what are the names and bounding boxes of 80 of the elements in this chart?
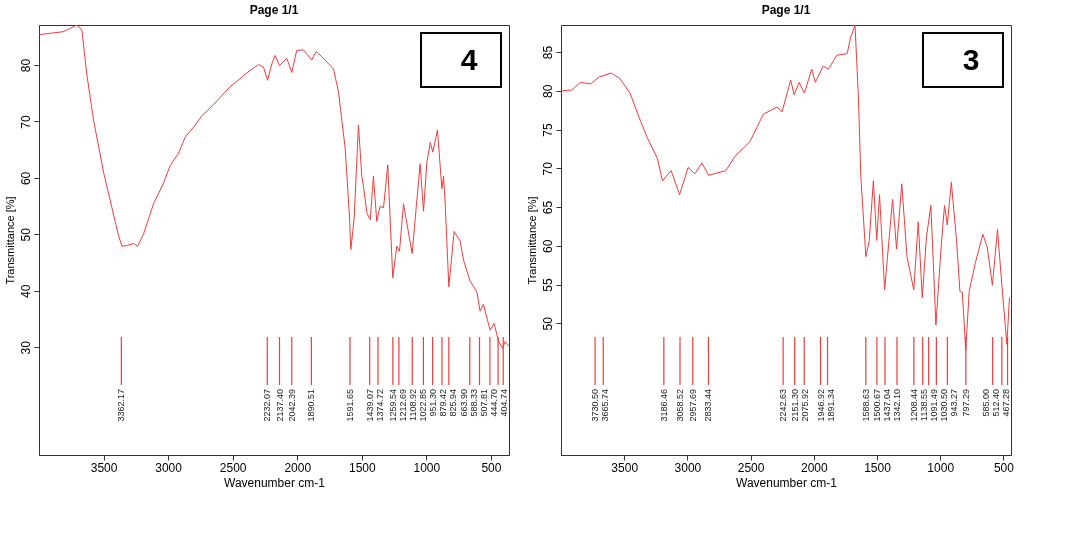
- ref-line-label: 951.30: [428, 389, 439, 417]
- y-tick-label: 30: [18, 340, 33, 355]
- ref-line-label: 2137.40: [274, 389, 285, 422]
- ref-line-label: 2833.44: [703, 389, 714, 422]
- ref-line-label: 797.29: [960, 389, 971, 417]
- ref-line-label: 512.40: [991, 389, 1001, 417]
- ref-line-label: 3186.46: [658, 389, 669, 422]
- ref-line-label: 2242.63: [778, 389, 789, 422]
- ref-line-label: 1891.34: [825, 389, 836, 422]
- ref-line-label: 2232.07: [262, 389, 273, 422]
- ref-line-label: 1091.49: [928, 389, 939, 422]
- ref-line-label: 1208.44: [908, 389, 919, 422]
- ref-line-label: 585.00: [981, 389, 991, 417]
- ref-line-label: 943.27: [948, 389, 959, 417]
- ref-line-label: 2151.30: [789, 389, 800, 422]
- ref-line-label: 663.90: [459, 389, 469, 417]
- x-axis-title: Wavenumber cm-1: [224, 475, 326, 490]
- ref-line-label: 1588.63: [860, 389, 871, 422]
- ref-line-label: 3730.50: [590, 389, 601, 422]
- chart-title: Page 1/1: [249, 3, 299, 17]
- y-tick-label: 60: [18, 171, 33, 186]
- y-tick-label: 60: [540, 239, 555, 253]
- ref-line-label: 1138.55: [918, 389, 929, 421]
- x-tick-label: 2500: [737, 460, 765, 475]
- y-axis-title: Transmittance [%]: [525, 196, 538, 285]
- x-tick-label: 1500: [864, 460, 892, 475]
- ref-line-label: 1437.04: [881, 389, 892, 422]
- ref-line-label: 1374.72: [374, 389, 385, 422]
- y-tick-label: 70: [18, 115, 33, 129]
- x-tick-label: 1500: [348, 460, 376, 475]
- y-tick-label: 55: [540, 278, 555, 292]
- y-tick-label: 85: [540, 45, 555, 60]
- chart-title: Page 1/1: [761, 3, 811, 17]
- ref-line-label: 3665.74: [600, 389, 611, 422]
- x-tick-label: 2000: [800, 460, 828, 475]
- x-tick-label: 2500: [219, 460, 247, 475]
- ref-line-label: 1500.67: [871, 389, 882, 422]
- y-tick-label: 80: [18, 58, 33, 73]
- x-tick-label: 500: [481, 460, 502, 475]
- ref-line-label: 1022.85: [418, 389, 429, 422]
- ref-line-label: 879.42: [438, 389, 449, 417]
- ref-line-label: 1946.92: [815, 389, 826, 422]
- x-tick-label: 3500: [611, 460, 639, 475]
- ref-line-label: 1439.07: [364, 389, 375, 422]
- x-tick-label: 3500: [90, 460, 118, 475]
- annotation: 3: [962, 43, 980, 76]
- ref-line-label: 1259.54: [387, 389, 398, 422]
- ref-line-label: 1591.65: [344, 389, 355, 422]
- ref-line-label: 3362.17: [116, 389, 127, 422]
- y-tick-label: 70: [540, 161, 555, 176]
- ref-line-label: 1342.10: [891, 389, 902, 422]
- ref-line-label: 2957.69: [687, 389, 698, 422]
- ref-line-label: 1890.51: [306, 389, 317, 422]
- y-tick-label: 80: [540, 84, 555, 99]
- x-tick-label: 3000: [155, 460, 183, 475]
- ref-line-label: 404.74: [499, 389, 509, 417]
- y-tick-label: 75: [540, 123, 555, 137]
- x-tick-label: 500: [993, 460, 1015, 475]
- ref-line-label: 467.28: [1001, 389, 1011, 417]
- y-tick-label: 50: [18, 227, 33, 242]
- annotation: 4: [460, 43, 478, 76]
- ref-line-label: 588.33: [469, 389, 479, 417]
- ref-line-label: 3058.52: [675, 389, 686, 422]
- y-axis-title: Transmittance [%]: [3, 196, 16, 285]
- ref-line-label: 825.94: [448, 389, 459, 417]
- ref-line-label: 2075.92: [799, 389, 810, 422]
- x-tick-label: 3000: [674, 460, 702, 475]
- ref-line-label: 507.81: [479, 389, 489, 417]
- ref-line-label: 1030.50: [938, 389, 949, 422]
- y-tick-label: 65: [540, 200, 555, 215]
- y-tick-label: 50: [540, 316, 555, 331]
- ref-line-label: 2042.39: [286, 389, 297, 422]
- ref-line-label: 444.70: [489, 389, 499, 417]
- x-tick-label: 1000: [927, 460, 955, 475]
- y-tick-label: 40: [18, 284, 33, 298]
- x-tick-label: 2000: [284, 460, 312, 475]
- x-tick-label: 1000: [413, 460, 441, 475]
- ref-line-label: 1212.69: [397, 389, 408, 422]
- x-axis-title: Wavenumber cm-1: [736, 475, 838, 490]
- ref-line-label: 1108.92: [407, 389, 418, 421]
